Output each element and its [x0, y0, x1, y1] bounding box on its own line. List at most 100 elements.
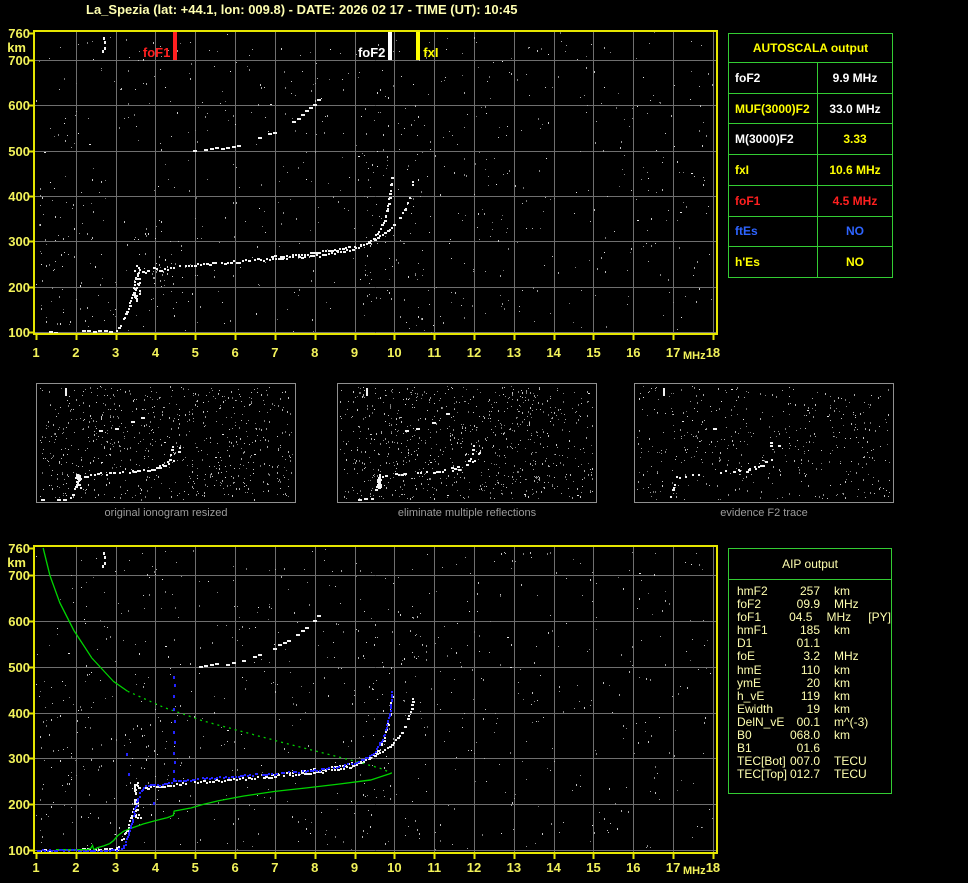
- autoscala-output-rows: foF2 9.9 MHz MUF(3000)F2 33.0 MHz M(3000)F2 3…: [729, 63, 892, 278]
- bottom-ionogram-canvas: [26, 543, 722, 865]
- aip-param-name: TEC[Bot]: [737, 754, 786, 769]
- x-tick-label: 18: [705, 860, 721, 875]
- y-tick-label: 100: [8, 843, 30, 859]
- param-value: 4.5 MHz: [832, 193, 878, 208]
- aip-row: Ewidth 19 km: [737, 701, 891, 716]
- autoscala-row: ftEs NO: [729, 216, 892, 248]
- x-tick-label: 5: [191, 345, 199, 360]
- param-value: 3.33: [843, 132, 867, 147]
- aip-row: h_vE 119 km: [737, 688, 891, 703]
- aip-param-value: 19: [806, 701, 820, 716]
- autoscala-row: foF2 9.9 MHz: [729, 63, 892, 94]
- aip-output-table: AIP output hmF2 257 km foF2 09.9 MHz foF1 04.5 M…: [728, 548, 892, 794]
- aip-param-value: 012.7: [789, 767, 820, 782]
- aip-param-name: ymE: [737, 675, 761, 690]
- y-tick-label: 300: [8, 234, 30, 250]
- aip-param-name: hmE: [737, 662, 762, 677]
- aip-param-value: 119: [800, 688, 820, 703]
- x-tick-label: 14: [546, 860, 561, 875]
- aip-param-unit: km: [834, 584, 850, 598]
- y-tick-label: 700: [8, 568, 30, 584]
- aip-param-value: 3.2: [803, 649, 820, 664]
- x-tick-label: 4: [151, 345, 160, 360]
- autoscala-row: h'Es NO: [729, 247, 892, 278]
- aip-param-name: hmF2: [737, 584, 768, 598]
- y-tick-label: 600: [8, 614, 30, 630]
- aip-param-name: D1: [737, 636, 753, 651]
- x-tick-label: 5: [191, 860, 199, 875]
- y-tick-label: 400: [8, 705, 30, 721]
- aip-row: B0 068.0 km: [737, 728, 891, 743]
- aip-param-value: 00.1: [796, 714, 820, 729]
- aip-row: hmE 110 km: [737, 662, 891, 677]
- aip-param-unit: MHz: [826, 610, 852, 625]
- x-tick-label: 9: [350, 860, 359, 875]
- x-tick-label: 16: [626, 860, 641, 875]
- aip-row: B1 01.6: [737, 742, 891, 755]
- param-label: foF2: [729, 63, 818, 93]
- aip-row: DelN_vE 00.1 m^(-3): [737, 714, 891, 729]
- x-tick-label: 8: [311, 860, 319, 875]
- x-tick-label: 6: [231, 345, 239, 360]
- aip-param-name: B1: [737, 741, 752, 756]
- x-tick-label: 7: [271, 860, 279, 875]
- x-tick-label: 4: [151, 860, 160, 875]
- autoscala-row: fxI 10.6 MHz: [729, 155, 892, 186]
- y-tick-label: 700: [8, 53, 30, 69]
- y-tick-label: 760: [8, 541, 30, 556]
- x-tick-label: 12: [466, 860, 482, 875]
- x-tick-label: 7: [271, 345, 279, 360]
- aip-param-unit: TECU: [834, 754, 867, 769]
- x-tick-label: 12: [466, 345, 482, 360]
- aip-param-unit: TECU: [834, 767, 867, 782]
- aip-row: foF2 09.9 MHz: [737, 598, 891, 611]
- param-label: h'Es: [729, 247, 818, 278]
- aip-output-title: AIP output: [729, 549, 891, 580]
- y-tick-label: 600: [8, 98, 30, 114]
- aip-param-unit: km: [834, 623, 850, 638]
- x-tick-label: 10: [387, 860, 402, 875]
- aip-param-value: 01.1: [796, 636, 820, 651]
- aip-param-value: 068.0: [789, 728, 820, 743]
- aip-param-value: 110: [800, 662, 820, 677]
- autoscala-output-table: AUTOSCALA output foF2 9.9 MHz MUF(3000)F2 3…: [728, 33, 893, 278]
- param-value: 9.9 MHz: [832, 70, 878, 85]
- x-tick-label: 1: [32, 345, 40, 360]
- param-value: 33.0 MHz: [829, 101, 881, 116]
- aip-param-name: B0: [737, 728, 752, 743]
- autoscala-row: foF1 4.5 MHz: [729, 185, 892, 217]
- aip-param-unit: MHz: [834, 649, 859, 664]
- x-axis-unit: MHz: [683, 865, 706, 877]
- param-value: 10.6 MHz: [829, 163, 881, 178]
- x-axis-unit: MHz: [683, 350, 706, 362]
- x-tick-label: 2: [72, 860, 80, 875]
- page-title: La_Spezia (lat: +44.1, lon: 009.8) - DAT…: [86, 2, 518, 17]
- aip-row: D1 01.1: [737, 637, 891, 650]
- x-tick-label: 11: [427, 860, 442, 875]
- y-axis-unit: km: [7, 40, 26, 55]
- autoscala-output-title: AUTOSCALA output: [729, 34, 892, 63]
- param-label: MUF(3000)F2: [729, 93, 818, 124]
- y-tick-label: 500: [8, 143, 30, 159]
- x-tick-label: 18: [705, 345, 721, 360]
- aip-param-name: DelN_vE: [737, 714, 785, 729]
- aip-param-unit: m^(-3): [834, 714, 869, 729]
- x-tick-label: 8: [311, 345, 319, 360]
- y-tick-label: 300: [8, 751, 30, 767]
- param-label: foF1: [729, 185, 818, 216]
- aip-row: hmF1 185 km: [737, 624, 891, 637]
- thumbnail-evidence-f2-trace: [634, 383, 894, 503]
- aip-output-rows: hmF2 257 km foF2 09.9 MHz foF1 04.5 MHz [PY] hmF1 1…: [729, 580, 891, 781]
- thumbnail-caption: original ionogram resized: [104, 507, 228, 519]
- x-tick-label: 14: [546, 345, 561, 360]
- top-ionogram-canvas: [26, 28, 722, 344]
- aip-row: TEC[Top] 012.7 TECU: [737, 768, 891, 781]
- x-tick-label: 2: [72, 345, 80, 360]
- aip-param-name: h_vE: [737, 688, 765, 703]
- aip-row: ymE 20 km: [737, 675, 891, 690]
- aip-param-unit: km: [834, 688, 850, 703]
- x-tick-label: 13: [506, 345, 522, 360]
- x-tick-label: 3: [112, 345, 120, 360]
- marker-label-fxi: fxI: [423, 45, 439, 60]
